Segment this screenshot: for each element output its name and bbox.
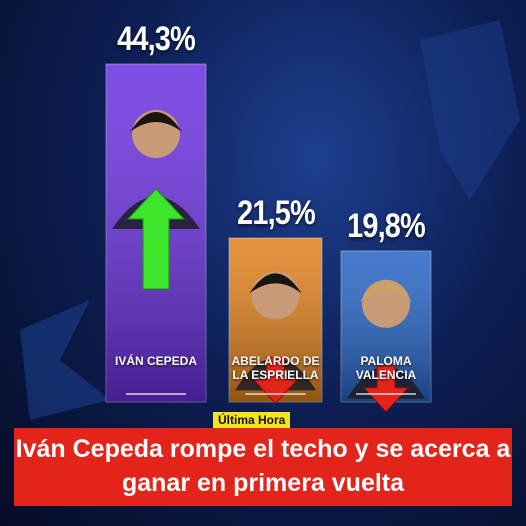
map-shape <box>420 20 520 200</box>
value-label: 21,5% <box>236 193 316 232</box>
badge: Última Hora <box>213 412 291 428</box>
map-shape <box>20 300 110 420</box>
portrait-hair <box>360 281 412 302</box>
portrait-hair <box>130 112 182 132</box>
trend-arrow-down <box>362 365 410 413</box>
category-label: ABELARDO DE LA ESPRIELLA <box>231 354 320 382</box>
trend-arrow-down <box>252 356 299 405</box>
value-label: 44,3% <box>117 20 196 58</box>
category-label: IVÁN CEPEDA <box>114 354 197 368</box>
portrait-hair <box>249 273 302 294</box>
category-label: PALOMA VALENCIA <box>355 354 417 382</box>
value-label: 19,8% <box>347 206 426 245</box>
trend-arrow-up <box>126 188 186 290</box>
headline: Iván Cepeda rompe el techo y se acerca a… <box>14 428 512 506</box>
